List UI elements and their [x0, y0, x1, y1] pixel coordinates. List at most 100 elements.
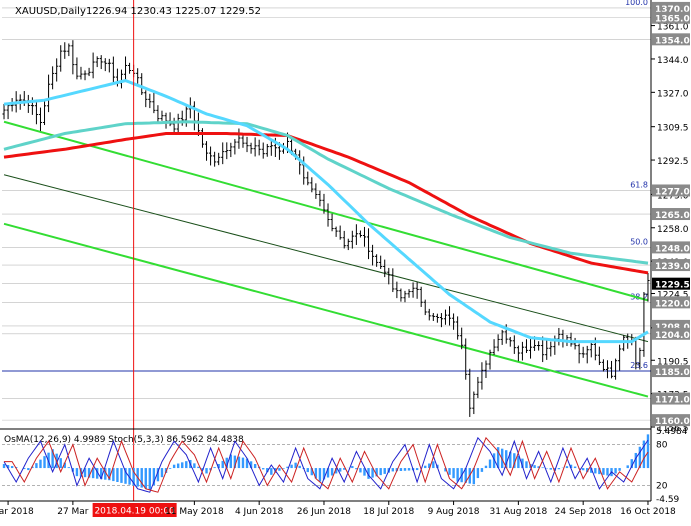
ohlc-bar: [79, 67, 82, 80]
osma-bar: [278, 468, 280, 471]
time-tick-label: 26 Jun 2018: [297, 507, 351, 517]
ohlc-bar: [537, 341, 540, 350]
ohlc-bar: [359, 230, 362, 237]
osma-bar: [550, 468, 552, 470]
level-label: 1204.00: [655, 331, 691, 341]
osma-bar: [270, 468, 272, 475]
date-marker-label: 2018.04.19 00:00: [94, 507, 175, 517]
ohlc-bar: [383, 260, 386, 277]
ohlc-bar: [476, 377, 479, 398]
ohlc-bar: [67, 43, 70, 56]
time-tick-label: 24 Sep 2018: [555, 507, 612, 517]
ohlc-bar: [217, 153, 220, 165]
ohlc-bar: [578, 344, 581, 364]
osma-bar: [456, 468, 458, 481]
osma-bar: [448, 468, 450, 475]
ohlc-bar: [87, 68, 90, 76]
ohlc-bar: [140, 73, 143, 95]
osma-bar: [149, 468, 151, 490]
ohlc-bar: [318, 191, 321, 207]
price-tick-label: 1292.5: [657, 157, 689, 167]
osma-bar: [627, 465, 629, 468]
ohlc-bar: [108, 59, 111, 73]
symbol-title: XAUUSD,Daily: [15, 6, 86, 17]
ohlc-bar: [213, 152, 216, 167]
ohlc-bar: [96, 56, 99, 67]
level-label: 1277.00: [655, 187, 691, 197]
oscillator-scale-label: 5.4984: [656, 427, 688, 437]
osma-bar: [185, 461, 187, 468]
osma-bar: [298, 466, 300, 468]
ohlc-bar: [529, 338, 532, 359]
ohlc-bar: [71, 40, 74, 74]
ohlc-bar: [156, 105, 159, 122]
ohlc-bar: [492, 339, 495, 355]
ohlc-bar: [343, 231, 346, 249]
osma-bar: [181, 462, 183, 468]
ohlc-bar: [468, 369, 471, 417]
level-label: 1160.00: [655, 417, 691, 427]
ohlc-bar: [306, 172, 309, 186]
ohlc-bar: [573, 338, 576, 350]
ohlc-bar: [513, 335, 516, 354]
ohlc-bar: [424, 300, 427, 315]
ohlc-bar: [549, 342, 552, 357]
ohlc-bar: [152, 93, 155, 113]
ohlc-bar: [205, 141, 208, 161]
ohlc-bar: [148, 94, 151, 108]
osma-bar: [404, 468, 406, 471]
osma-bar: [400, 468, 402, 471]
osma-bar: [43, 456, 45, 468]
osma-bar: [319, 468, 321, 481]
osma-bar: [222, 461, 224, 468]
time-tick-label: 11 May 2018: [165, 507, 224, 517]
osma-bar: [594, 468, 596, 473]
ohlc-bar: [120, 70, 123, 89]
osma-bar: [351, 466, 353, 468]
ohlc-bar: [209, 147, 212, 166]
osma-bar: [39, 460, 41, 468]
main-pane: 100.061.850.038.223.6: [2, 0, 651, 501]
ohlc-bar: [399, 289, 402, 302]
ohlc-bar: [229, 143, 232, 157]
ohlc-bar: [525, 339, 528, 353]
ohlc-bar: [270, 141, 273, 156]
ohlc-bar: [104, 58, 107, 71]
ohlc-bar: [586, 346, 589, 363]
ohlc-bar: [379, 256, 382, 269]
ohlc-bar: [557, 328, 560, 345]
osma-bar: [574, 467, 576, 469]
oscillator-scale-label: -4.59: [656, 495, 680, 505]
ohlc-bar: [367, 228, 370, 259]
osma-bar: [68, 467, 70, 468]
osma-bar: [254, 464, 256, 468]
level-label: 1171.00: [655, 396, 691, 406]
ohlc-bar: [582, 347, 585, 358]
ohlc-bar: [509, 337, 512, 347]
osma-bar: [606, 468, 608, 475]
osma-bar: [408, 468, 410, 470]
ohlc-bar: [569, 333, 572, 347]
ohlc-bar: [448, 306, 451, 325]
ohlc-bar: [314, 183, 317, 199]
ohlc-bar: [310, 177, 313, 192]
ohlc-bar: [193, 101, 196, 130]
level-label: 1354.00: [655, 36, 691, 46]
ohlc-bar: [185, 105, 188, 127]
price-tick-label: 1344.0: [657, 56, 689, 66]
osma-bar: [238, 457, 240, 468]
time-tick-label: 31 Aug 2018: [490, 507, 548, 517]
ohlc-bar: [59, 45, 62, 71]
ohlc-bar: [407, 289, 410, 298]
ohlc-bar: [521, 342, 524, 361]
oscillator-scale-label: 20: [656, 481, 668, 491]
ohlc-bar: [168, 112, 171, 126]
osma-bar: [379, 468, 381, 475]
osma-bar: [485, 466, 487, 468]
ohlc-bar: [416, 282, 419, 299]
ohlc-bar: [51, 66, 54, 89]
ohlc-bar: [411, 282, 414, 297]
osma-bar: [614, 468, 616, 473]
osma-bar: [76, 468, 78, 476]
